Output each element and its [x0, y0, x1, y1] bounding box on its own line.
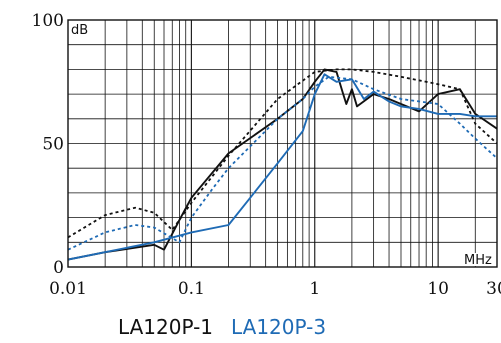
- series-layer: [67, 68, 498, 261]
- y-tick-label: 50: [42, 135, 64, 155]
- legend-item: LA120P-3: [231, 315, 326, 339]
- tick-labels: 0.01 0.1 1 10 30 0 50 100: [32, 11, 501, 299]
- plot-grid: [68, 20, 497, 267]
- series-line: [67, 68, 498, 261]
- x-tick-label: 1: [309, 279, 320, 299]
- legend-item: LA120P-1: [118, 315, 213, 339]
- legend: LA120P-1 LA120P-3: [118, 315, 326, 339]
- series-line: [67, 73, 497, 261]
- x-unit-background: [462, 253, 496, 266]
- series-line: [67, 68, 498, 239]
- x-unit-label: MHz: [464, 253, 492, 268]
- y-unit-label: dB: [71, 23, 88, 38]
- x-tick-label: 0.1: [178, 279, 205, 299]
- series-line: [67, 75, 498, 251]
- x-tick-label: 30: [486, 279, 501, 299]
- y-tick-label: 0: [53, 258, 64, 278]
- x-tick-label: 0.01: [49, 279, 87, 299]
- y-tick-label: 100: [32, 11, 64, 31]
- y-unit-background: [69, 22, 93, 37]
- plot-frame: [67, 19, 498, 268]
- x-tick-label: 10: [427, 279, 449, 299]
